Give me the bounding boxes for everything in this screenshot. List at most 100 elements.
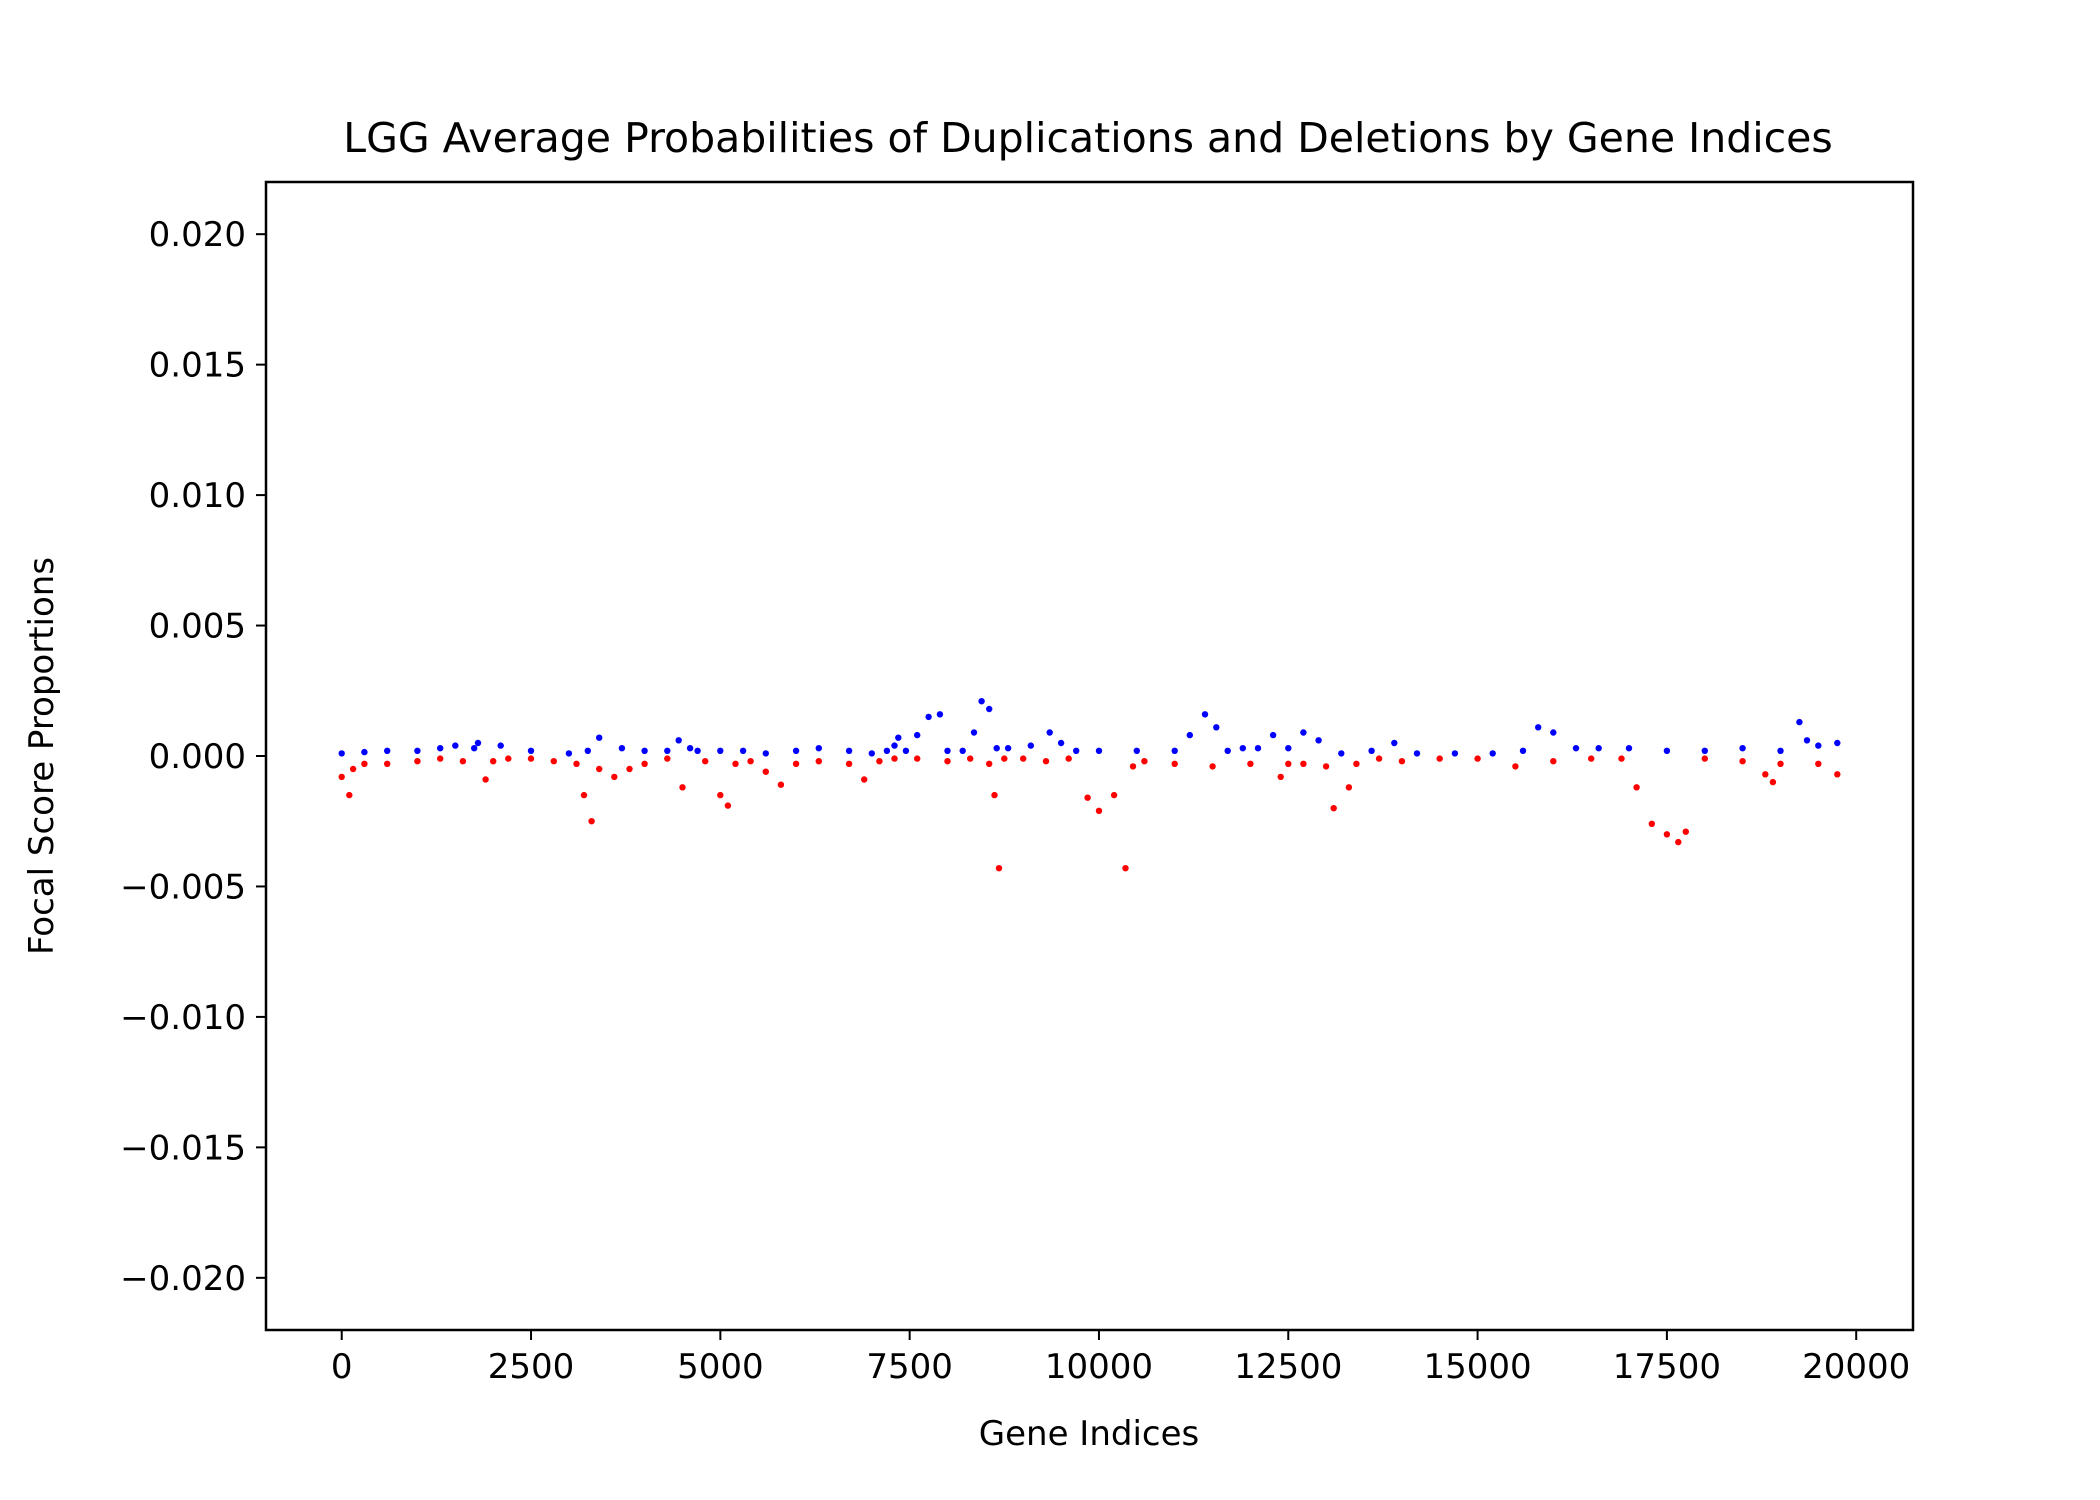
data-point <box>1739 745 1746 752</box>
series-0 <box>338 698 1841 757</box>
data-point <box>490 758 497 765</box>
data-point <box>1777 760 1784 767</box>
data-point <box>588 818 595 825</box>
data-point <box>1300 729 1307 736</box>
data-point <box>1375 755 1383 762</box>
data-point <box>868 750 875 757</box>
data-point <box>845 760 853 767</box>
data-point <box>626 765 633 773</box>
data-point <box>596 734 603 741</box>
data-point <box>1436 755 1443 762</box>
data-point <box>891 755 898 762</box>
data-point <box>1815 760 1822 767</box>
x-tick-label: 10000 <box>1045 1347 1153 1387</box>
data-point <box>1595 745 1602 752</box>
data-point <box>991 791 998 799</box>
data-point <box>724 802 732 809</box>
data-point <box>1815 742 1822 749</box>
data-point <box>497 742 504 749</box>
data-point <box>978 698 985 705</box>
data-point <box>1201 711 1209 718</box>
data-point <box>1171 760 1178 767</box>
data-point <box>1391 739 1398 747</box>
y-tick-label: 0.015 <box>149 346 246 386</box>
data-point <box>596 765 603 773</box>
data-point <box>1001 755 1008 762</box>
data-point <box>1073 747 1080 754</box>
data-point <box>1739 758 1746 765</box>
data-point <box>944 758 951 765</box>
data-point <box>573 760 580 767</box>
data-point <box>550 758 557 765</box>
data-point <box>1368 747 1375 754</box>
data-point <box>1020 755 1027 762</box>
data-point <box>664 755 671 762</box>
data-point <box>936 711 944 718</box>
data-point <box>1057 739 1065 747</box>
data-point <box>902 747 910 754</box>
data-point <box>459 758 467 765</box>
data-point <box>1141 758 1148 765</box>
data-point <box>641 760 648 767</box>
y-tick-label: −0.005 <box>120 867 246 907</box>
data-point <box>1353 760 1360 767</box>
data-point <box>1701 755 1709 762</box>
data-point <box>1625 745 1633 752</box>
x-axis-label: Gene Indices <box>979 1414 1199 1454</box>
data-point <box>1084 794 1091 801</box>
data-point <box>505 755 512 762</box>
data-point <box>1588 755 1595 762</box>
data-point <box>1777 747 1784 754</box>
data-point <box>995 865 1003 872</box>
data-point <box>891 742 898 749</box>
data-point <box>664 747 671 754</box>
data-point <box>1133 747 1141 754</box>
data-point <box>338 750 345 757</box>
data-point <box>1213 724 1220 731</box>
data-point <box>876 758 883 765</box>
x-axis: 0 2500 5000 7500 10000 12500 15000 17500 20000 <box>331 1330 1910 1387</box>
data-point <box>1535 724 1542 731</box>
x-tick-label: 7500 <box>866 1347 953 1387</box>
data-point <box>739 747 747 754</box>
data-point <box>1413 750 1421 757</box>
data-point <box>1004 745 1012 752</box>
data-point <box>384 760 391 767</box>
data-point <box>861 776 868 783</box>
data-point <box>1663 831 1671 838</box>
data-point <box>584 747 591 754</box>
data-point <box>1046 729 1053 736</box>
data-point <box>883 747 891 754</box>
data-point <box>1027 742 1035 749</box>
data-point <box>967 755 974 762</box>
data-point <box>1254 745 1262 752</box>
data-point <box>1065 755 1072 762</box>
data-point <box>1171 747 1178 754</box>
data-point <box>1345 784 1353 791</box>
data-point <box>1186 731 1194 739</box>
data-point <box>815 758 822 765</box>
data-point <box>1277 773 1284 781</box>
data-point <box>349 765 357 773</box>
y-axis: 0.020 0.015 0.010 0.005 0.000 −0.005 −0.010 −0.… <box>120 215 266 1299</box>
x-tick-label: 0 <box>331 1347 353 1387</box>
data-point <box>792 747 800 754</box>
data-point <box>1512 763 1519 770</box>
data-point <box>717 791 724 799</box>
data-point <box>1701 747 1709 754</box>
data-point <box>1648 820 1656 827</box>
data-point <box>437 755 444 762</box>
data-point <box>527 755 535 762</box>
data-point <box>1682 828 1690 835</box>
y-tick-label: −0.015 <box>120 1128 246 1168</box>
data-point <box>1338 750 1345 757</box>
y-axis-label: Focal Score Proportions <box>22 557 62 955</box>
data-point <box>1122 865 1129 872</box>
data-point <box>1285 745 1292 752</box>
data-point <box>686 745 694 752</box>
data-point <box>1834 739 1841 747</box>
y-tick-label: 0.005 <box>149 607 246 647</box>
data-point <box>1315 737 1322 744</box>
data-point <box>618 745 626 752</box>
